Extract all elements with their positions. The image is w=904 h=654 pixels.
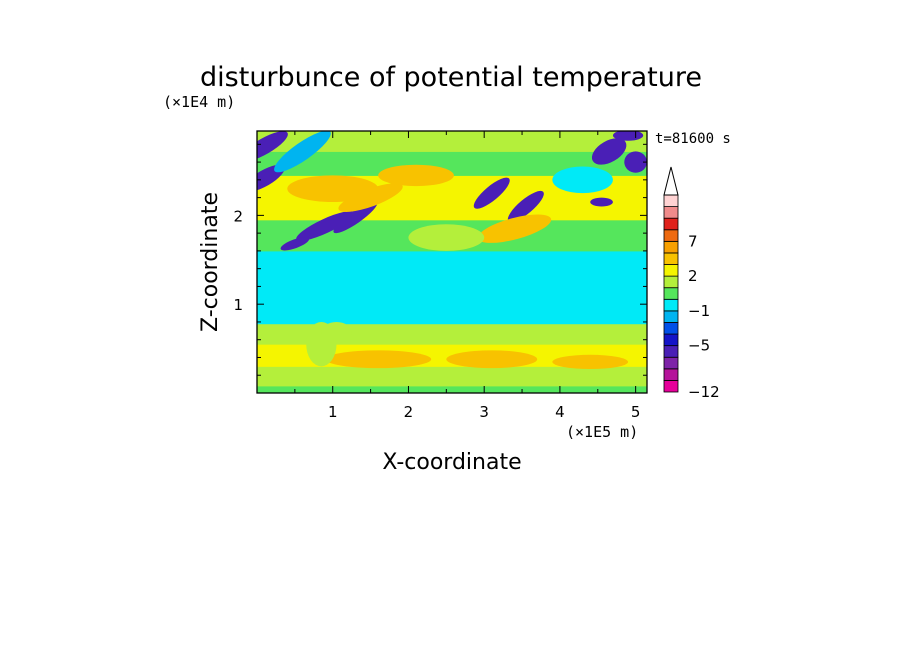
contour-feature-1 [257, 164, 285, 192]
contour-band-8 [257, 131, 647, 152]
colorbar-swatch-11 [663, 252, 679, 265]
contour-feature-4 [333, 201, 378, 234]
x-tick-label: 1 [328, 403, 338, 421]
contour-feature-0 [257, 131, 288, 162]
colorbar-swatch-16 [663, 194, 679, 207]
contour-feature-21 [321, 321, 352, 344]
colorbar-swatch-1 [663, 368, 679, 381]
contour-feature-15 [552, 166, 613, 194]
colorbar-swatch-13 [663, 229, 679, 242]
contour-feature-14 [624, 151, 647, 173]
x-tick-label: 3 [479, 403, 489, 421]
contour-feature-17 [325, 350, 432, 369]
contour-feature-10 [507, 190, 544, 223]
time-label: t=81600 s [655, 131, 731, 147]
plot-area [257, 131, 647, 393]
colorbar-swatch-8 [663, 287, 679, 300]
contour-feature-19 [552, 354, 629, 370]
colorbar-swatch-3 [663, 345, 679, 358]
contour-feature-7 [338, 183, 403, 212]
contour-feature-22 [408, 224, 485, 251]
colorbar-label: −12 [688, 383, 720, 401]
colorbar-swatch-6 [663, 310, 679, 323]
colorbar-swatch-0 [663, 380, 679, 393]
chart-title: disturbunce of potential temperature [200, 62, 702, 93]
contour-feature-5 [280, 237, 310, 251]
contour-band-0 [257, 385, 647, 393]
contour-band-1 [257, 366, 647, 387]
colorbar-swatch-7 [663, 298, 679, 312]
x-tick-label: 2 [404, 403, 414, 421]
contour-feature-11 [477, 214, 552, 243]
x-tick-label: 4 [555, 403, 565, 421]
colorbar-swatch-12 [663, 240, 679, 254]
contour-feature-8 [378, 164, 454, 187]
contour-feature-18 [446, 350, 538, 369]
x-unit-label: (×1E5 m) [566, 423, 638, 441]
colorbar-label: 2 [688, 267, 698, 285]
colorbar-label: −1 [688, 302, 710, 320]
colorbar-label: −5 [688, 337, 710, 355]
colorbar-extend-arrow [663, 166, 679, 196]
colorbar-swatch-14 [663, 217, 679, 231]
y-tick-label: 2 [233, 207, 243, 225]
y-unit-label: (×1E4 m) [163, 93, 235, 111]
axis-ticks: 1 2 3 4 5 1 2 [233, 131, 647, 421]
colorbar-label: 7 [688, 232, 698, 250]
x-axis-label: X-coordinate [382, 450, 521, 475]
colorbar-swatch-15 [663, 206, 679, 219]
contour-feature-16 [612, 131, 644, 141]
contour-feature-23 [404, 302, 458, 324]
y-axis-label: Z-coordinate [198, 192, 223, 332]
y-tick-label: 1 [233, 296, 243, 314]
contour-band-3 [257, 323, 647, 345]
x-tick-label: 5 [631, 403, 641, 421]
colorbar-swatch-4 [663, 333, 679, 347]
contour-feature-12 [590, 197, 613, 207]
contour-feature-3 [296, 211, 355, 241]
contour-feature-13 [591, 138, 627, 165]
colorbar-swatch-5 [663, 322, 679, 335]
colorbar: −12−5−127 [663, 166, 720, 401]
contour-feature-9 [473, 177, 510, 209]
contour-feature-2 [274, 131, 331, 173]
plot-frame [256, 130, 648, 394]
colorbar-swatch-9 [663, 275, 679, 289]
colorbar-swatch-2 [663, 356, 679, 370]
colorbar-swatch-10 [663, 264, 679, 277]
